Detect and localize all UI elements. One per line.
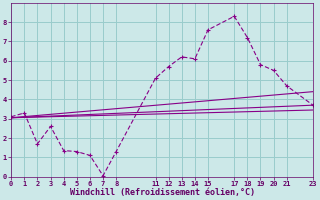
X-axis label: Windchill (Refroidissement éolien,°C): Windchill (Refroidissement éolien,°C) [69, 188, 255, 197]
